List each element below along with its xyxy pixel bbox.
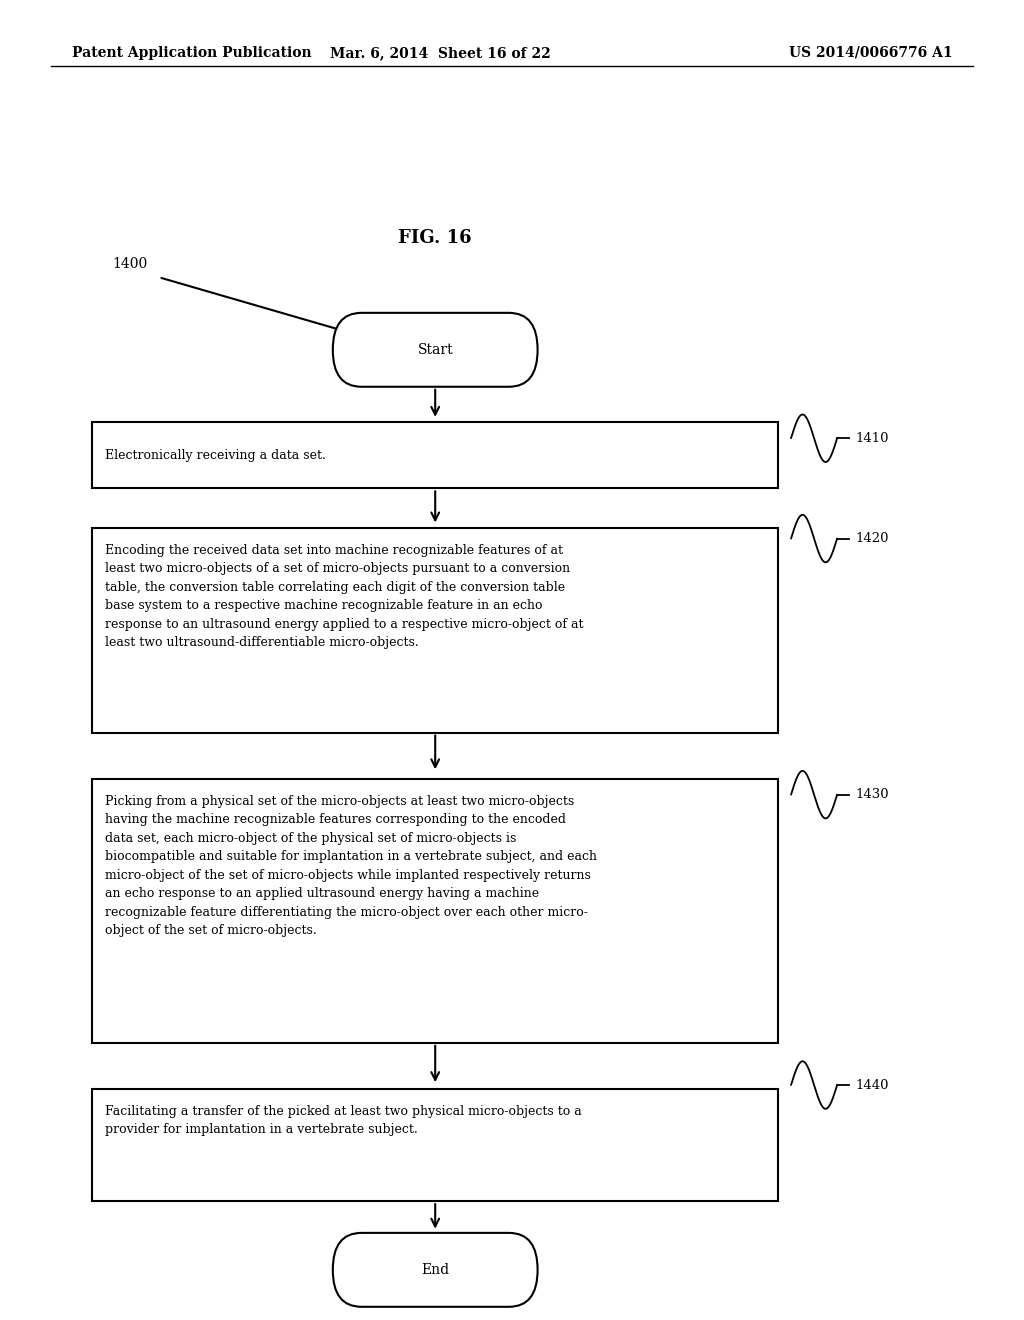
FancyBboxPatch shape (92, 528, 778, 733)
Text: 1430: 1430 (856, 788, 889, 801)
FancyBboxPatch shape (333, 313, 538, 387)
Text: Patent Application Publication: Patent Application Publication (72, 46, 311, 59)
Text: End: End (421, 1263, 450, 1276)
FancyBboxPatch shape (92, 779, 778, 1043)
Text: Electronically receiving a data set.: Electronically receiving a data set. (105, 449, 327, 462)
Text: FIG. 16: FIG. 16 (398, 228, 472, 247)
Text: Picking from a physical set of the micro-objects at least two micro-objects
havi: Picking from a physical set of the micro… (105, 795, 597, 937)
Text: 1410: 1410 (856, 432, 889, 445)
Text: 1440: 1440 (856, 1078, 889, 1092)
Text: Encoding the received data set into machine recognizable features of at
least tw: Encoding the received data set into mach… (105, 544, 584, 649)
FancyBboxPatch shape (92, 422, 778, 488)
FancyBboxPatch shape (333, 1233, 538, 1307)
Text: 1400: 1400 (113, 257, 147, 271)
Text: US 2014/0066776 A1: US 2014/0066776 A1 (788, 46, 952, 59)
Text: Facilitating a transfer of the picked at least two physical micro-objects to a
p: Facilitating a transfer of the picked at… (105, 1105, 583, 1137)
Text: Mar. 6, 2014  Sheet 16 of 22: Mar. 6, 2014 Sheet 16 of 22 (330, 46, 551, 59)
Text: 1420: 1420 (856, 532, 889, 545)
Text: Start: Start (418, 343, 453, 356)
FancyBboxPatch shape (92, 1089, 778, 1201)
